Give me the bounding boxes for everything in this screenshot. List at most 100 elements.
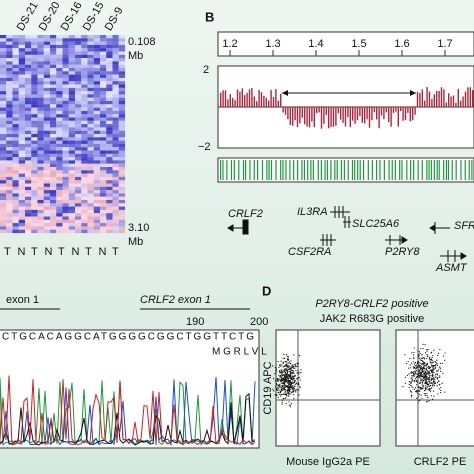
dot — [284, 368, 286, 370]
cell — [0, 41, 7, 45]
dot — [283, 353, 285, 356]
dot — [423, 365, 425, 368]
cell — [18, 209, 26, 214]
cell — [0, 170, 7, 174]
cell — [12, 97, 19, 102]
cell — [62, 176, 69, 181]
dot — [418, 399, 420, 402]
dot — [404, 382, 407, 384]
cell — [87, 41, 94, 45]
cell — [100, 173, 107, 177]
cell — [81, 48, 88, 52]
dot — [293, 375, 295, 377]
cell — [118, 51, 126, 55]
cell — [100, 163, 107, 168]
dot — [425, 373, 427, 376]
dot — [420, 372, 423, 374]
probe — [421, 160, 423, 180]
probe — [222, 160, 224, 180]
cell — [87, 117, 94, 121]
bar — [241, 88, 243, 107]
cell — [81, 104, 88, 108]
cell — [25, 167, 32, 171]
cell — [106, 157, 113, 161]
cell — [37, 223, 44, 227]
cell — [31, 74, 38, 78]
cell — [112, 44, 119, 49]
cell — [50, 104, 57, 108]
cell — [81, 64, 88, 69]
dots — [272, 343, 446, 408]
cell — [37, 104, 44, 108]
cell — [12, 170, 19, 174]
cell — [81, 180, 88, 184]
cell — [75, 97, 82, 102]
cell — [56, 68, 63, 72]
cell — [0, 114, 7, 118]
cell — [87, 97, 94, 102]
cell — [0, 160, 7, 164]
cell — [100, 130, 107, 135]
cell — [62, 173, 69, 177]
cell — [56, 91, 63, 95]
dot — [426, 395, 428, 397]
cell — [37, 81, 44, 85]
bar — [253, 96, 255, 107]
cell — [25, 61, 32, 65]
cell — [118, 206, 126, 210]
cell — [50, 183, 57, 187]
cell — [112, 58, 119, 62]
dot — [290, 360, 292, 362]
cell — [50, 87, 57, 92]
cell — [56, 97, 63, 102]
cell — [93, 157, 101, 161]
cell — [93, 127, 101, 131]
cell — [43, 130, 51, 135]
cell — [100, 206, 107, 210]
dot — [277, 388, 279, 390]
cell — [6, 114, 13, 118]
bar — [460, 100, 462, 107]
cell — [100, 183, 107, 187]
cell — [100, 107, 107, 111]
cell — [112, 127, 119, 131]
dot — [429, 356, 431, 358]
cell — [12, 216, 19, 220]
bar — [258, 89, 260, 107]
cell — [31, 193, 38, 197]
cell — [68, 77, 76, 82]
dot — [289, 367, 292, 369]
dot — [424, 386, 426, 388]
cell — [25, 130, 32, 135]
cell — [18, 97, 26, 102]
dot — [422, 371, 424, 373]
bar — [316, 107, 318, 114]
cell — [106, 48, 113, 52]
bar — [373, 107, 375, 113]
bar — [404, 107, 407, 120]
track-box — [217, 157, 474, 183]
cell — [100, 124, 107, 128]
cell — [118, 91, 126, 95]
dot — [297, 370, 299, 372]
cell — [75, 117, 82, 121]
cell — [25, 160, 32, 164]
cell — [37, 213, 44, 217]
cell — [75, 213, 82, 217]
cell — [93, 38, 101, 42]
bar — [220, 92, 222, 107]
dot — [424, 364, 426, 366]
dot — [431, 356, 433, 359]
dot — [429, 387, 431, 390]
cell — [62, 229, 69, 234]
dot — [292, 386, 294, 388]
dot — [436, 364, 439, 366]
sample-type: T — [58, 246, 65, 258]
cell — [0, 127, 7, 131]
dot — [408, 383, 410, 386]
dot — [280, 393, 282, 396]
dot — [291, 381, 293, 383]
cell — [93, 163, 101, 168]
cell — [75, 41, 82, 45]
bar — [239, 91, 241, 107]
